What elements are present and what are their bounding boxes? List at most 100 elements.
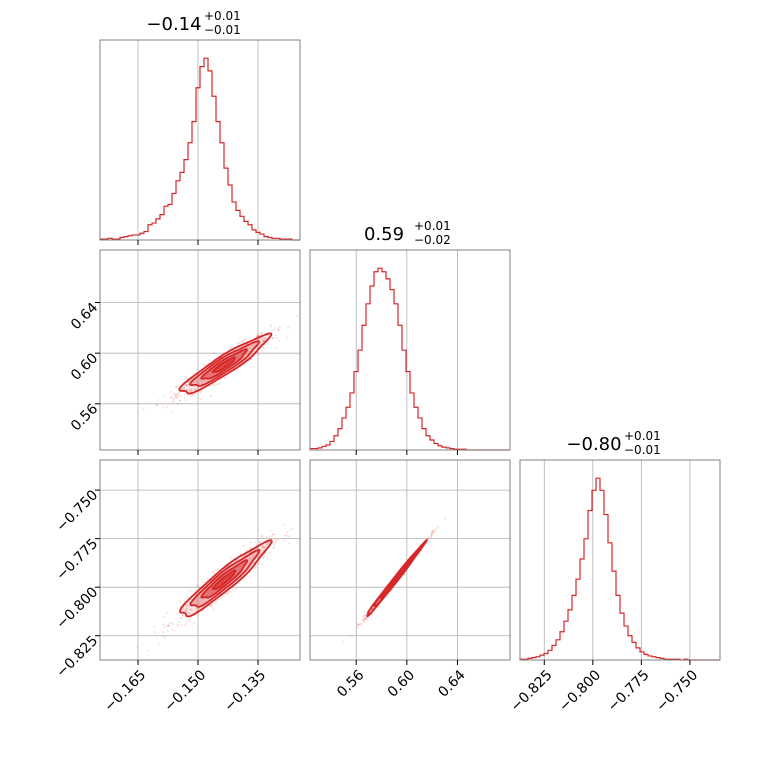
sample-point — [183, 386, 185, 389]
title-plus-1: +0.01 — [414, 219, 451, 233]
x-tick-label: −0.165 — [101, 667, 149, 715]
sample-point — [249, 547, 252, 550]
sample-point — [235, 559, 238, 562]
pair-panel-2 — [342, 517, 447, 643]
sample-point — [224, 376, 227, 379]
sample-point — [263, 546, 266, 549]
sample-point — [365, 617, 367, 620]
sample-point — [257, 561, 260, 564]
sample-point — [215, 599, 217, 602]
sample-point — [182, 607, 185, 610]
sample-point — [260, 341, 262, 344]
x-tick-label: −0.135 — [221, 667, 269, 715]
sample-point — [156, 404, 159, 406]
sample-point — [237, 368, 239, 371]
sample-point — [170, 410, 173, 413]
sample-point — [199, 397, 202, 400]
sample-point — [157, 642, 160, 645]
sample-point — [220, 596, 223, 599]
sample-point — [266, 542, 269, 545]
sample-point — [261, 346, 264, 349]
sample-point — [171, 623, 174, 626]
sample-point — [254, 567, 257, 570]
sample-point — [261, 537, 264, 540]
sample-point — [260, 333, 263, 335]
sample-point — [177, 402, 179, 405]
sample-point — [265, 536, 268, 539]
sample-point — [161, 635, 164, 638]
sample-point — [222, 595, 225, 598]
pair-panel-0 — [142, 314, 298, 413]
sample-point — [434, 528, 436, 531]
sample-point — [172, 399, 175, 402]
sample-point — [213, 572, 216, 575]
sample-point — [253, 350, 255, 353]
sample-point — [184, 399, 187, 402]
sample-point — [179, 399, 182, 402]
sample-point — [271, 533, 274, 536]
sample-point — [363, 617, 366, 620]
sample-point — [259, 343, 262, 346]
sample-point — [197, 607, 200, 610]
y-tick-label: −0.775 — [53, 536, 101, 584]
sample-point — [208, 604, 211, 607]
pair-panel-1 — [136, 523, 294, 652]
sample-point — [356, 626, 359, 628]
sample-point — [209, 604, 212, 606]
title-plus-2: +0.01 — [624, 429, 661, 443]
sample-point — [370, 609, 373, 612]
sample-point — [261, 349, 263, 352]
y-tick-label: 0.64 — [68, 300, 101, 333]
sample-point — [185, 388, 188, 391]
sample-point — [243, 544, 245, 547]
sample-point — [263, 340, 265, 342]
sample-point — [259, 540, 261, 543]
sample-point — [189, 389, 192, 392]
sample-point — [287, 535, 290, 538]
sample-point — [272, 547, 275, 550]
sample-point — [358, 623, 361, 626]
sample-point — [157, 399, 160, 401]
sample-point — [179, 606, 182, 608]
sample-point — [197, 387, 200, 390]
sample-point — [268, 535, 271, 538]
sample-point — [277, 328, 280, 331]
sample-point — [427, 536, 430, 539]
sample-point — [234, 587, 237, 590]
sample-point — [192, 394, 195, 397]
sample-point — [170, 390, 172, 393]
sample-point — [261, 556, 264, 558]
x-tick-label: −0.150 — [161, 667, 209, 715]
sample-point — [179, 617, 182, 620]
sample-point — [262, 546, 265, 548]
sample-point — [146, 649, 149, 652]
sample-point — [183, 393, 186, 396]
sample-point — [267, 340, 270, 343]
sample-point — [255, 565, 257, 568]
sample-point — [171, 397, 174, 400]
sample-point — [266, 543, 268, 546]
sample-point — [255, 335, 258, 338]
sample-point — [260, 549, 263, 552]
sample-point — [275, 539, 278, 542]
sample-point — [257, 353, 260, 356]
sample-point — [181, 614, 184, 617]
sample-point — [176, 397, 178, 400]
sample-point — [189, 608, 192, 611]
sample-point — [217, 598, 220, 601]
sample-point — [272, 546, 275, 549]
sample-point — [174, 395, 177, 398]
sample-point — [176, 612, 179, 615]
sample-point — [214, 601, 217, 604]
sample-point — [348, 634, 351, 637]
sample-point — [242, 340, 245, 343]
sample-point — [363, 613, 366, 616]
text-layer: −0.14 +0.01−0.010.59 +0.01−0.02−0.80 +0.01−… — [53, 9, 701, 715]
sample-point — [191, 623, 194, 625]
sample-point — [262, 546, 265, 549]
sample-point — [166, 611, 169, 614]
sample-point — [161, 406, 164, 409]
sample-point — [155, 404, 158, 407]
sample-point — [186, 394, 189, 397]
